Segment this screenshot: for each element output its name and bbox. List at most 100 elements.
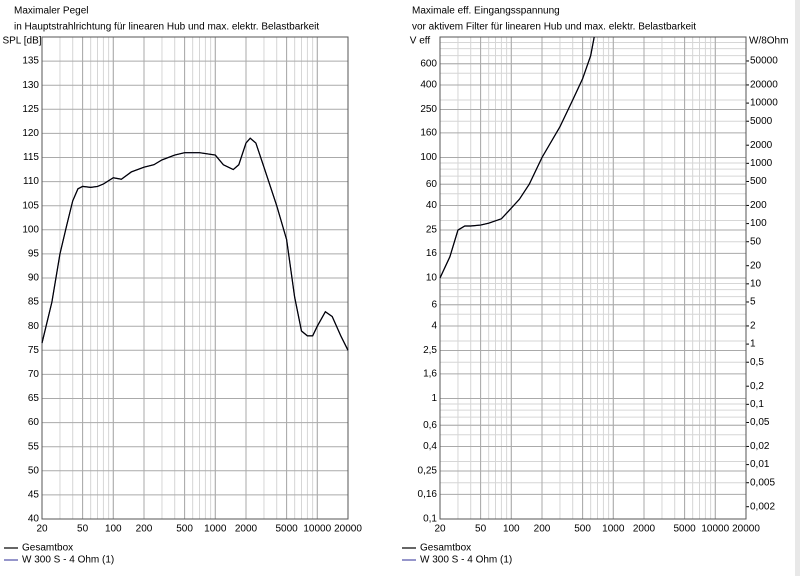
x-tick-label: 20: [36, 524, 48, 535]
x-tick-label: 500: [574, 524, 591, 535]
legend-label: Gesamtbox: [22, 543, 73, 554]
x-tick-label: 10000: [701, 524, 729, 535]
x-tick-label: 500: [176, 524, 193, 535]
y-tick-label: 115: [23, 152, 39, 163]
y-tick-label: 50: [28, 465, 40, 476]
y2-tick-label: 20000: [750, 80, 778, 91]
y-tick-label: 400: [420, 80, 437, 91]
y-tick-label: 0,25: [418, 466, 438, 477]
y2-tick-label: 500: [750, 176, 767, 187]
legend-label: W 300 S - 4 Ohm (1): [420, 555, 512, 566]
chart: Maximale eff. Eingangsspannung vor aktive…: [402, 6, 788, 566]
y-tick-label: 250: [420, 104, 437, 115]
y-tick-label: 1,6: [423, 369, 437, 380]
y-tick-label: 160: [420, 128, 437, 139]
chart-subtitle: vor aktivem Filter für linearen Hub und …: [412, 22, 696, 33]
y-tick-label: 0,6: [423, 420, 437, 431]
window-edge: [795, 0, 800, 576]
y2-axis-label: W/8Ohm: [749, 36, 788, 47]
chart-subtitle: in Hauptstrahlrichtung für linearen Hub …: [14, 22, 319, 33]
y2-tick-label: 5000: [750, 116, 773, 127]
x-tick-label: 100: [503, 524, 520, 535]
y-tick-label: 25: [426, 225, 438, 236]
chart-title: Maximaler Pegel: [14, 6, 88, 17]
y-tick-label: 0,4: [423, 441, 437, 452]
series-line: [41, 137, 349, 351]
x-tick-label: 20: [434, 524, 446, 535]
y2-tick-label: 0,05: [750, 417, 770, 428]
y-tick-label: 125: [22, 104, 39, 115]
y-tick-label: 135: [22, 56, 39, 67]
y2-tick-label: 0,2: [750, 381, 764, 392]
y-tick-label: 85: [28, 297, 40, 308]
y-tick-label: 100: [420, 152, 437, 163]
legend-label: W 300 S - 4 Ohm (1): [22, 555, 114, 566]
x-tick-label: 1000: [204, 524, 227, 535]
y2-tick-label: 2000: [750, 140, 773, 151]
y2-tick-label: 0,01: [750, 459, 770, 470]
y-tick-label: 90: [28, 273, 40, 284]
y2-tick-label: 50000: [750, 56, 778, 67]
y-tick-label: 40: [28, 514, 40, 525]
x-tick-label: 50: [475, 524, 487, 535]
y-tick-label: 10: [426, 273, 438, 284]
y-axis-label: V eff: [410, 36, 431, 47]
y-tick-label: 70: [28, 369, 40, 380]
x-tick-label: 20000: [732, 524, 760, 535]
y-tick-label: 100: [22, 224, 39, 235]
y-tick-label: 45: [28, 490, 40, 501]
y-tick-label: 16: [426, 248, 438, 259]
y2-tick-label: 0,5: [750, 357, 764, 368]
x-tick-label: 10000: [303, 524, 331, 535]
x-tick-label: 200: [136, 524, 153, 535]
y-tick-label: 120: [22, 128, 39, 139]
y2-tick-label: 2: [750, 321, 756, 332]
chart-title: Maximale eff. Eingangsspannung: [412, 6, 560, 17]
x-tick-label: 20000: [334, 524, 362, 535]
y-tick-label: 130: [22, 80, 39, 91]
plot-frame: [41, 36, 349, 520]
y2-tick-label: 0,005: [750, 477, 775, 488]
y2-tick-label: 10000: [750, 98, 778, 109]
y-tick-label: 6: [431, 299, 437, 310]
y-tick-label: 0,1: [423, 514, 437, 525]
y2-tick-label: 10: [750, 278, 762, 289]
x-tick-label: 5000: [275, 524, 298, 535]
y-tick-label: 95: [28, 249, 40, 260]
y-tick-label: 0,16: [418, 489, 438, 500]
chart: Maximaler Pegel in Hauptstrahlrichtung fü…: [2, 6, 362, 566]
x-tick-label: 5000: [673, 524, 696, 535]
y2-tick-label: 100: [750, 218, 767, 229]
y-tick-label: 600: [420, 58, 437, 69]
y-tick-label: 105: [22, 200, 39, 211]
series-line: [439, 36, 595, 279]
y-tick-label: 60: [28, 417, 40, 428]
y2-tick-label: 1: [750, 339, 756, 350]
legend-label: Gesamtbox: [420, 543, 471, 554]
y2-tick-label: 50: [750, 236, 762, 247]
y-tick-label: 80: [28, 321, 40, 332]
y-tick-label: 75: [28, 345, 40, 356]
x-tick-label: 1000: [602, 524, 625, 535]
y2-tick-label: 20: [750, 260, 762, 271]
y-tick-label: 65: [28, 393, 40, 404]
y2-tick-label: 200: [750, 200, 767, 211]
y2-tick-label: 0,1: [750, 399, 764, 410]
y2-tick-label: 0,02: [750, 441, 770, 452]
x-tick-label: 50: [77, 524, 89, 535]
y-tick-label: 60: [426, 179, 438, 190]
x-tick-label: 2000: [633, 524, 656, 535]
y2-tick-label: 5: [750, 297, 756, 308]
y-tick-label: 1: [431, 393, 437, 404]
y-axis-label: SPL [dB]: [2, 36, 41, 47]
x-tick-label: 100: [105, 524, 122, 535]
y2-tick-label: 0,002: [750, 501, 775, 512]
y-tick-label: 55: [28, 441, 40, 452]
y-tick-label: 110: [23, 176, 39, 187]
x-tick-label: 200: [534, 524, 551, 535]
y2-tick-label: 1000: [750, 158, 773, 169]
y-tick-label: 4: [431, 321, 437, 332]
x-tick-label: 2000: [235, 524, 258, 535]
